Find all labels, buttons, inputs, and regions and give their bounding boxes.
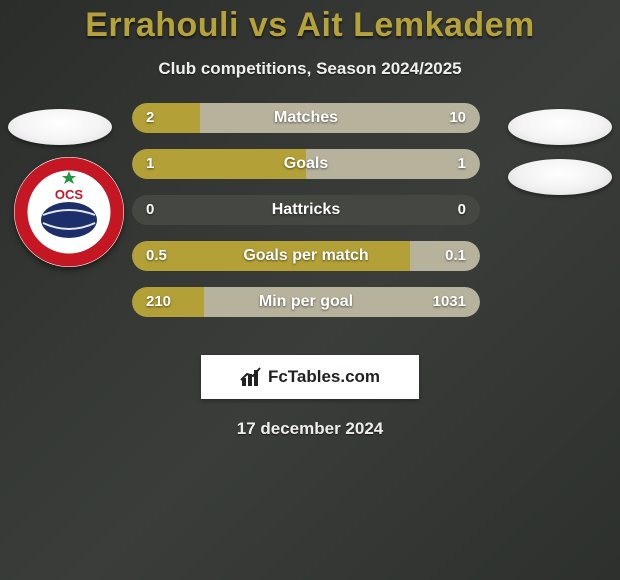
stat-val-left: 210: [146, 287, 171, 317]
player-left-avatar: [8, 109, 112, 145]
stat-row: Goals1 1: [132, 149, 480, 179]
brand-text: FcTables.com: [268, 367, 380, 387]
stat-bars: Matches210Goals11Hattricks00Goals per ma…: [132, 103, 480, 333]
stat-label: Hattricks: [132, 195, 480, 225]
comparison-block: OCS Matches210Goals11Hattricks00Goals pe…: [0, 113, 620, 343]
stat-val-right: 10: [449, 103, 466, 133]
subtitle: Club competitions, Season 2024/2025: [0, 59, 620, 79]
page-title: Errahouli vs Ait Lemkadem: [0, 0, 620, 45]
club-badge-left: OCS: [14, 157, 124, 267]
stat-label: Matches: [132, 103, 480, 133]
stat-val-left: 0: [146, 195, 154, 225]
stat-val-left: 0.5: [146, 241, 167, 271]
stat-row: Hattricks0 0: [132, 195, 480, 225]
stat-row: Min per goal210 1031: [132, 287, 480, 317]
stat-label: Min per goal: [132, 287, 480, 317]
stat-row: Goals per match0.5 0.1: [132, 241, 480, 271]
player-right-avatar-2: [508, 159, 612, 195]
date-text: 17 december 2024: [0, 419, 620, 439]
stat-val-left: 1: [146, 149, 154, 179]
stat-val-right: 1: [458, 149, 466, 179]
chart-icon: [240, 366, 262, 388]
stat-val-left: 2: [146, 103, 154, 133]
svg-text:OCS: OCS: [55, 187, 84, 202]
player-right-avatar: [508, 109, 612, 145]
stat-val-right: 0.1: [445, 241, 466, 271]
stat-val-right: 1031: [433, 287, 466, 317]
stat-row: Matches2 10: [132, 103, 480, 133]
brand-footer: FcTables.com: [201, 355, 419, 399]
stat-label: Goals per match: [132, 241, 480, 271]
stat-val-right: 0: [458, 195, 466, 225]
stat-label: Goals: [132, 149, 480, 179]
